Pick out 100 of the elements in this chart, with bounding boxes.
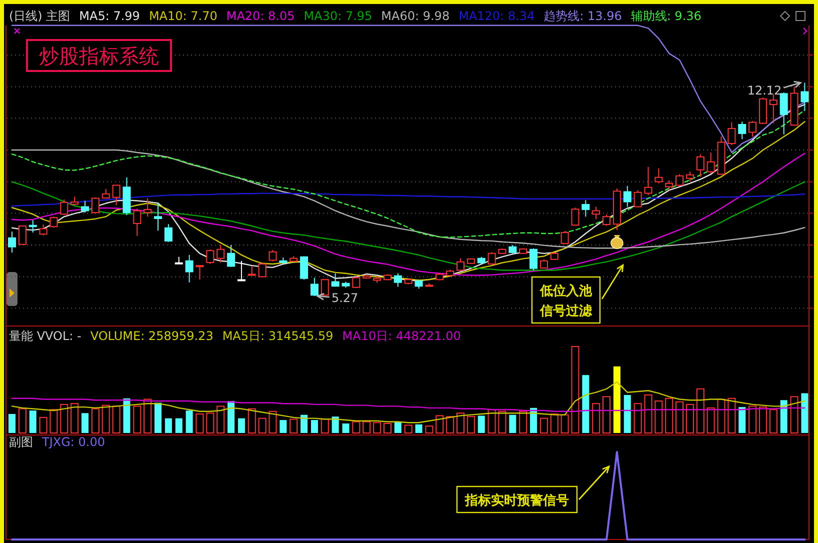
bar <box>758 406 767 434</box>
bar <box>91 408 100 434</box>
bar <box>509 414 516 433</box>
bar <box>342 423 350 433</box>
bar <box>18 408 26 434</box>
candlestick <box>352 276 360 288</box>
bar <box>248 408 256 434</box>
bar <box>696 388 704 434</box>
bar <box>123 398 130 433</box>
candlestick <box>112 184 120 206</box>
candlestick <box>28 220 37 234</box>
candlestick <box>571 207 580 226</box>
candlestick <box>696 154 704 178</box>
candlestick <box>602 214 611 226</box>
bar <box>8 414 16 433</box>
text: TJXG: 0.00 <box>41 435 105 449</box>
candlestick <box>102 188 110 200</box>
text: MA20: 8.05 <box>226 9 295 23</box>
candlestick <box>60 199 68 216</box>
text: 辅助线: 9.36 <box>630 9 702 23</box>
bar <box>82 413 89 433</box>
bar <box>456 412 464 434</box>
bar <box>676 401 684 434</box>
bar <box>228 400 235 433</box>
candlestick <box>310 277 318 297</box>
candlestick <box>498 248 506 255</box>
bar <box>280 420 287 433</box>
bar <box>801 393 808 433</box>
candlestick <box>81 200 90 214</box>
chart-subtitle: VOLUME: 258959.23 <box>90 329 214 343</box>
annotation: 低位入池信号过滤 <box>538 283 593 319</box>
candlestick <box>560 230 569 245</box>
text: MA10: 7.70 <box>148 9 218 23</box>
candlestick <box>258 262 266 278</box>
candlestick <box>466 258 475 265</box>
bar <box>738 407 746 433</box>
bar <box>790 396 798 434</box>
candlestick <box>394 272 402 288</box>
bar <box>39 416 48 434</box>
candlestick <box>8 231 16 253</box>
candlestick <box>70 196 79 206</box>
candlestick <box>91 196 100 214</box>
bar <box>186 410 193 433</box>
bar <box>206 412 214 434</box>
bar <box>665 398 674 434</box>
bar <box>383 422 392 434</box>
candlestick <box>676 174 684 186</box>
bar <box>352 421 360 434</box>
candlestick <box>728 122 736 146</box>
candlestick <box>237 260 246 282</box>
bar <box>300 414 308 433</box>
text: MA5: 7.99 <box>79 9 140 23</box>
chart-title: (日线) 主图 <box>9 9 70 23</box>
candlestick <box>738 121 746 140</box>
candlestick <box>300 256 308 280</box>
candlestick <box>122 176 131 216</box>
candlestick <box>456 258 464 272</box>
candlestick <box>425 282 434 288</box>
text: MA5日: 314545.59 <box>222 329 334 343</box>
annotation: 炒股指标系统 <box>39 44 159 68</box>
candlestick <box>216 244 225 263</box>
candlestick <box>414 279 423 290</box>
chart-title: 副图 <box>9 435 33 449</box>
candlestick <box>790 86 798 126</box>
text: MA30: 7.95 <box>304 9 372 23</box>
candlestick <box>758 97 767 125</box>
bar <box>540 418 548 434</box>
candlestick <box>780 92 788 135</box>
candlestick <box>530 248 538 271</box>
bar <box>102 404 110 434</box>
bar <box>560 414 569 434</box>
bar <box>686 404 694 434</box>
candlestick <box>769 94 778 124</box>
bar <box>717 398 726 434</box>
bar <box>29 410 36 433</box>
bar <box>290 418 298 434</box>
candlestick <box>706 152 715 174</box>
bar <box>446 416 454 434</box>
bar <box>550 413 558 434</box>
bar <box>425 426 434 434</box>
bar <box>415 424 422 433</box>
bar <box>362 421 371 434</box>
bar <box>613 366 620 433</box>
candlestick <box>654 168 663 184</box>
candlestick <box>717 136 726 176</box>
candlestick <box>612 188 621 231</box>
bar <box>769 409 778 434</box>
candlestick <box>133 208 142 236</box>
bar <box>436 415 444 434</box>
bar <box>728 398 736 434</box>
candlestick <box>331 272 340 288</box>
candlestick <box>383 274 392 281</box>
bar <box>332 416 339 433</box>
bar <box>488 409 496 434</box>
text: MA120: 8.34 <box>458 9 535 23</box>
bar <box>748 406 757 434</box>
bar <box>144 398 152 434</box>
bar <box>592 403 600 434</box>
candlestick <box>248 266 256 276</box>
bar <box>571 346 580 434</box>
